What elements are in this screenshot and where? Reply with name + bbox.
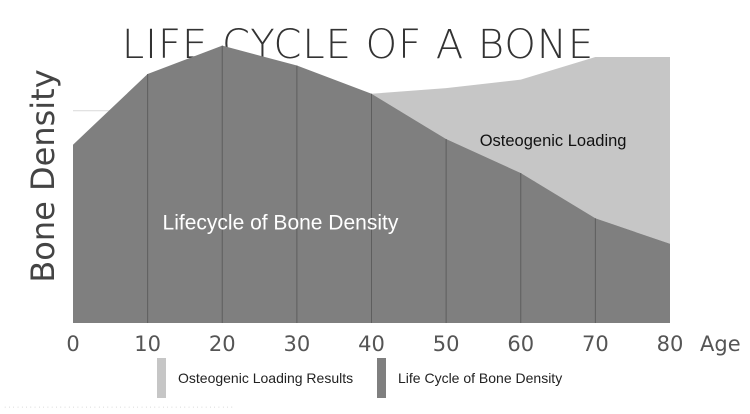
decade-dividers [147,45,596,323]
x-axis-label: Age [700,332,741,356]
area-osteogenic-loading [371,56,670,244]
area-labels: Lifecycle of Bone Density Osteogenic Load… [163,132,627,234]
caption-text: · · · · · · · · · · · · · · · · · · · · … [4,404,233,411]
x-tick-label: 20 [209,332,236,356]
legend-swatch-dark [377,358,386,398]
label-osteogenic-area: Osteogenic Loading [480,132,627,150]
x-tick-label: 60 [507,332,534,356]
x-tick-label: 40 [358,332,385,356]
label-lifecycle-area: Lifecycle of Bone Density [163,212,399,235]
legend-label: Osteogenic Loading Results [178,370,354,386]
x-tick-label: 70 [582,332,609,356]
legend-label: Life Cycle of Bone Density [398,370,563,386]
x-tick-label: 0 [66,332,79,356]
x-tick-label: 30 [284,332,311,356]
x-tick-label: 80 [657,332,684,356]
x-axis-ticks: 0 10 20 30 40 50 60 70 80 [66,332,683,356]
x-tick-label: 10 [134,332,161,356]
legend-item-osteogenic-loading: Osteogenic Loading Results [157,358,353,398]
legend-item-life-cycle: Life Cycle of Bone Density [377,358,562,398]
x-tick-label: 50 [433,332,460,356]
legend-swatch-light [157,358,166,398]
